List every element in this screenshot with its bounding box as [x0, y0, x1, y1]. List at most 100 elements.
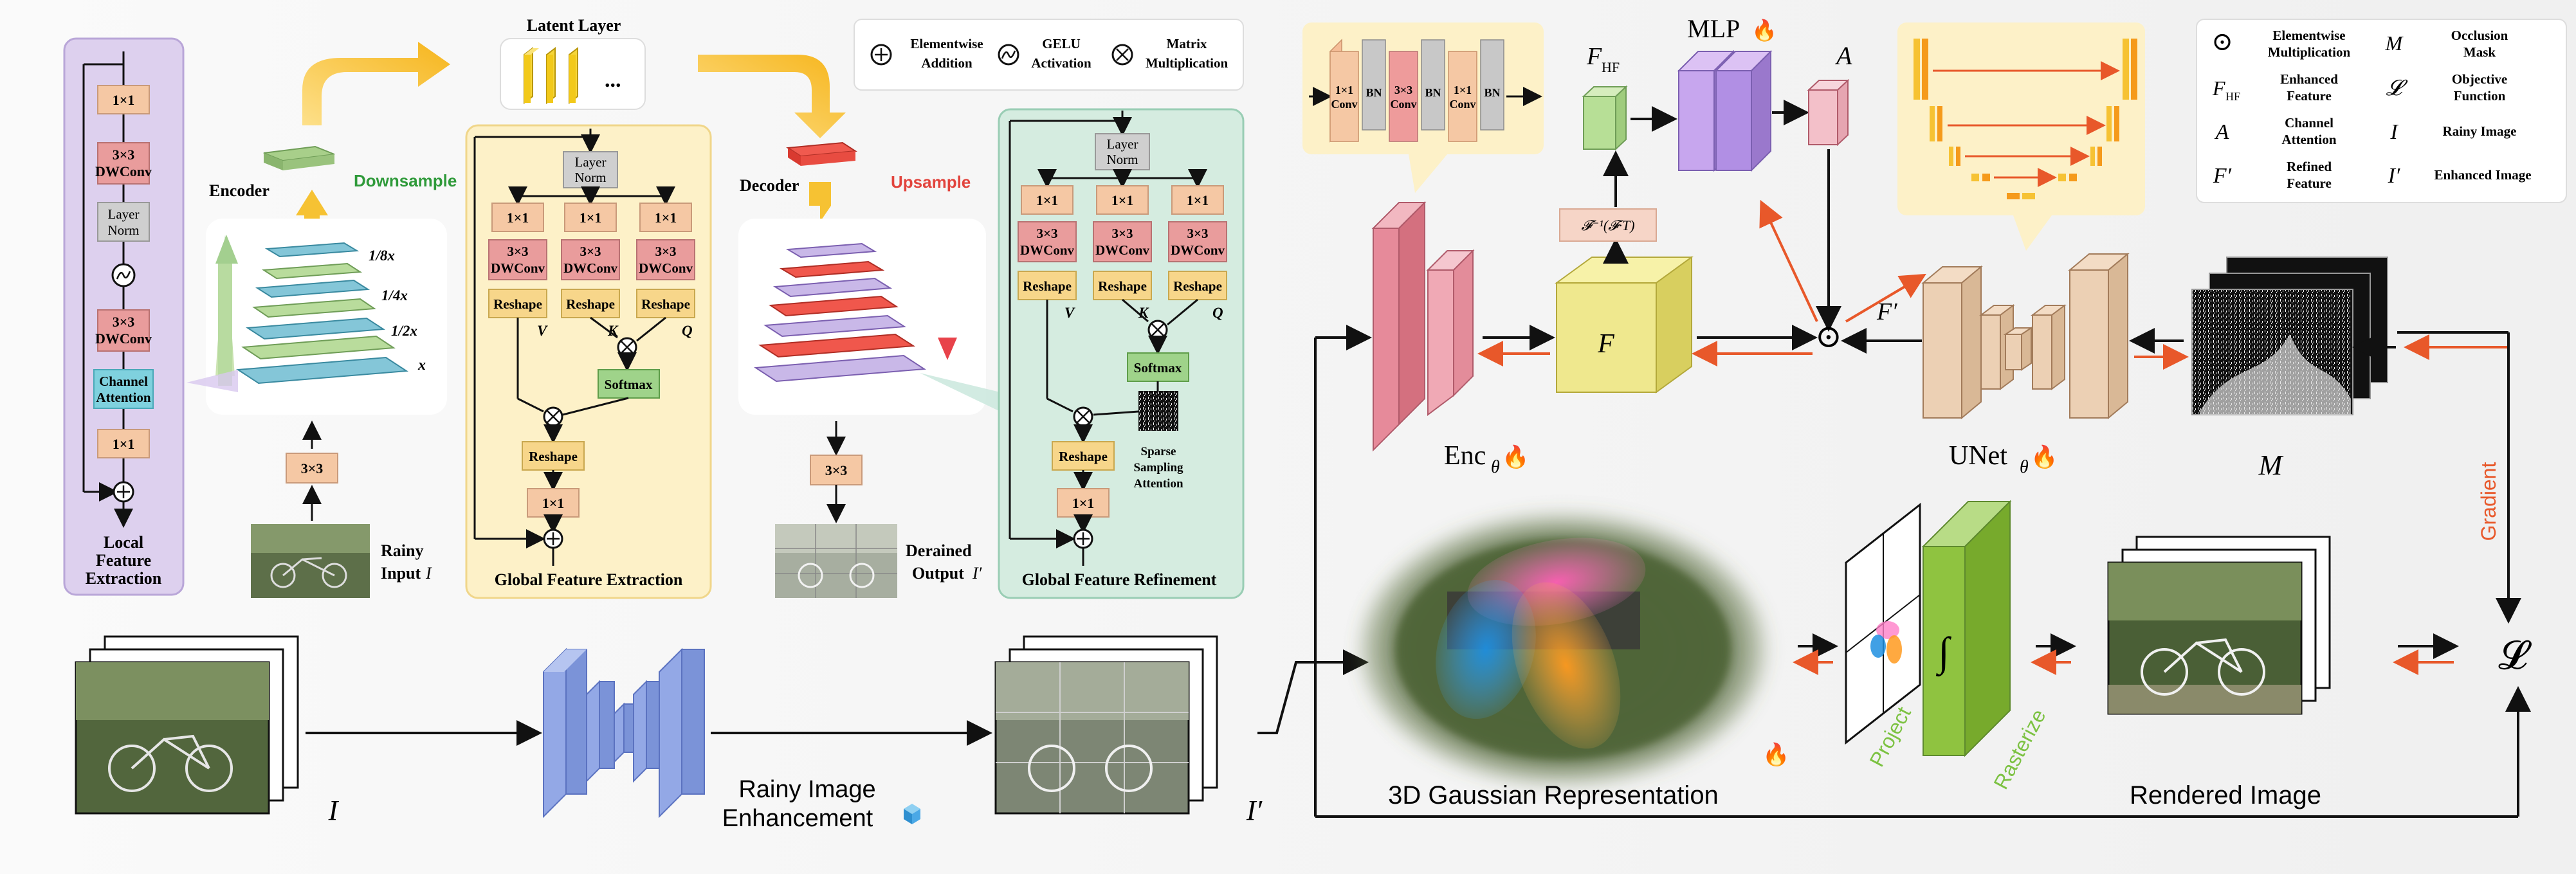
gr-dw-q-a: 3×3: [1187, 226, 1209, 241]
bottom-i-label: I: [328, 795, 340, 826]
local-layernorm-b: Norm: [108, 222, 140, 238]
rainy-image-stack: [75, 635, 299, 815]
lr-i-label: Rainy Image: [2443, 123, 2517, 139]
detail-bn-2: BN: [1425, 86, 1441, 99]
gr-reshape-v: Reshape: [1023, 278, 1072, 294]
rainy-image-enhancement-row: I Rainy Image Enhancement: [75, 635, 1369, 832]
encoder-block: Downsample Encoder 1/8x 1/4x 1/2x x 3×3 …: [187, 42, 457, 598]
gr-reshape-q: Reshape: [1173, 278, 1222, 294]
right-bottom-rendering: 🔥 3D Gaussian Representation ∫ Project R…: [1360, 500, 2532, 809]
gr-conv-v: 1×1: [1036, 192, 1059, 208]
right-top-pipeline: 1×1 Conv BN 3×3 Conv BN 1×1 Conv BN Enc …: [1302, 14, 2531, 818]
a-label: A: [1834, 41, 1852, 70]
gr-layernorm-a: Layer: [1107, 136, 1138, 152]
latent-dots: ...: [605, 68, 621, 92]
local-title-line1: Local: [104, 533, 143, 552]
gr-k-label: K: [1138, 305, 1149, 321]
lr-a-line2: Attention: [2281, 132, 2336, 147]
local-dwconv2-kernel: 3×3: [113, 314, 135, 330]
lr-m-line1: Occlusion: [2451, 28, 2508, 43]
lr-l-line1: Objective: [2452, 71, 2507, 87]
ge-reshape-k: Reshape: [566, 296, 615, 312]
upsample-label: Upsample: [891, 172, 971, 192]
gr-reshape-k: Reshape: [1098, 278, 1147, 294]
projection-plane: [1845, 502, 1921, 745]
rainy-input-symbol: I: [425, 564, 432, 583]
local-title-line3: Extraction: [86, 569, 162, 588]
unet-fire-icon: 🔥: [2031, 444, 2058, 469]
fourier-label: 𝓕⁻¹(𝓕·T): [1581, 217, 1634, 233]
fourier-box: [1559, 208, 1657, 242]
cube-icon: [904, 804, 920, 824]
gr-dw-k-b: DWConv: [1095, 242, 1150, 258]
detail-conv1a-w: Conv: [1331, 98, 1357, 111]
lr-i-symbol: I: [2389, 120, 2398, 144]
ge-title: Global Feature Extraction: [495, 570, 683, 589]
global-feature-extraction-block: Layer Norm 1×1 1×1 1×1 3×3 DWConv 3×3 DW…: [465, 124, 712, 599]
ge-dw-v-b: DWConv: [491, 260, 545, 276]
ge-conv-k: 1×1: [580, 210, 602, 226]
mlp-block: [1677, 50, 1773, 172]
gr-conv-q: 1×1: [1187, 192, 1209, 208]
gr-ssa-a: Sparse: [1141, 445, 1176, 458]
enc-theta-block: [1371, 201, 1475, 452]
local-conv1-label: 1×1: [113, 92, 135, 108]
detail-conv1b-w: Conv: [1449, 98, 1475, 111]
sparse-sampling-attention-map: [1138, 391, 1178, 431]
encoder-conv-label: 3×3: [301, 460, 324, 476]
enc-label: Enc: [1444, 441, 1486, 471]
latent-title: Latent Layer: [527, 16, 621, 35]
rasterize-block: [1921, 500, 2012, 757]
lr-fp-symbol: F′: [2213, 164, 2232, 188]
gaussian-fire-icon: 🔥: [1762, 742, 1789, 767]
ge-conv-q: 1×1: [655, 210, 677, 226]
legend-addition-line2: Addition: [921, 55, 973, 71]
scale-1-2: 1/2x: [391, 323, 417, 339]
gr-title: Global Feature Refinement: [1022, 570, 1217, 589]
detail-conv3-k: 3×3: [1394, 84, 1412, 96]
lr-mult-line2: Multiplication: [2268, 44, 2351, 60]
lr-fp-line1: Refined: [2287, 159, 2332, 174]
unet-theta: θ: [2020, 457, 2029, 477]
detail-bn-1: BN: [1366, 86, 1382, 99]
rainy-input-label-a: Rainy: [381, 541, 423, 560]
m-label: M: [2258, 449, 2284, 481]
scale-1-8: 1/8x: [369, 248, 395, 264]
elementwise-mult-icon: ⊙: [1815, 318, 1842, 354]
rendered-label: Rendered Image: [2130, 781, 2321, 809]
global-feature-refinement-block: Layer Norm 1×1 1×1 1×1 3×3 DWConv 3×3 DW…: [998, 108, 1245, 599]
legend-gelu-line1: GELU: [1042, 36, 1081, 51]
enhancement-network: [543, 647, 705, 818]
gradient-label: Gradient: [2477, 462, 2500, 541]
gr-dw-k-a: 3×3: [1112, 226, 1133, 241]
derained-label-b: Output: [912, 564, 964, 583]
ge-dw-q-b: DWConv: [639, 260, 693, 276]
lr-a-line1: Channel: [2285, 115, 2334, 131]
local-dwconv1-label: DWConv: [95, 163, 152, 179]
legend-gelu-line2: Activation: [1031, 55, 1092, 71]
local-dwconv1-kernel: 3×3: [113, 147, 135, 163]
encoder-title: Encoder: [209, 181, 269, 200]
lr-fp-line2: Feature: [2287, 176, 2332, 191]
lr-ip-symbol: I′: [2388, 164, 2400, 188]
legend-matmul-line2: Multiplication: [1146, 55, 1229, 71]
gr-conv-k: 1×1: [1111, 192, 1134, 208]
ge-softmax: Softmax: [605, 377, 653, 392]
local-channel-attention-a: Channel: [99, 374, 148, 389]
lr-mult-line1: Elementwise: [2272, 28, 2345, 43]
gr-v-label: V: [1064, 305, 1075, 321]
derained-label-a: Derained: [906, 541, 972, 560]
legend-matmul-line1: Matrix: [1167, 36, 1207, 51]
gaussian-scene: [1360, 514, 1766, 784]
unet-detail-diagram: [1914, 39, 2137, 199]
gr-softmax: Softmax: [1134, 360, 1182, 375]
detail-bn-3: BN: [1484, 86, 1500, 99]
ge-conv-v: 1×1: [507, 210, 529, 226]
latent-layer-block: Latent Layer ...: [500, 16, 846, 138]
fhf-subscript: HF: [1602, 59, 1620, 75]
scale-1-4: 1/4x: [381, 287, 408, 303]
gr-dw-v-b: DWConv: [1020, 242, 1075, 258]
gr-q-label: Q: [1212, 305, 1223, 321]
rendered-image-stack: [2107, 536, 2331, 715]
